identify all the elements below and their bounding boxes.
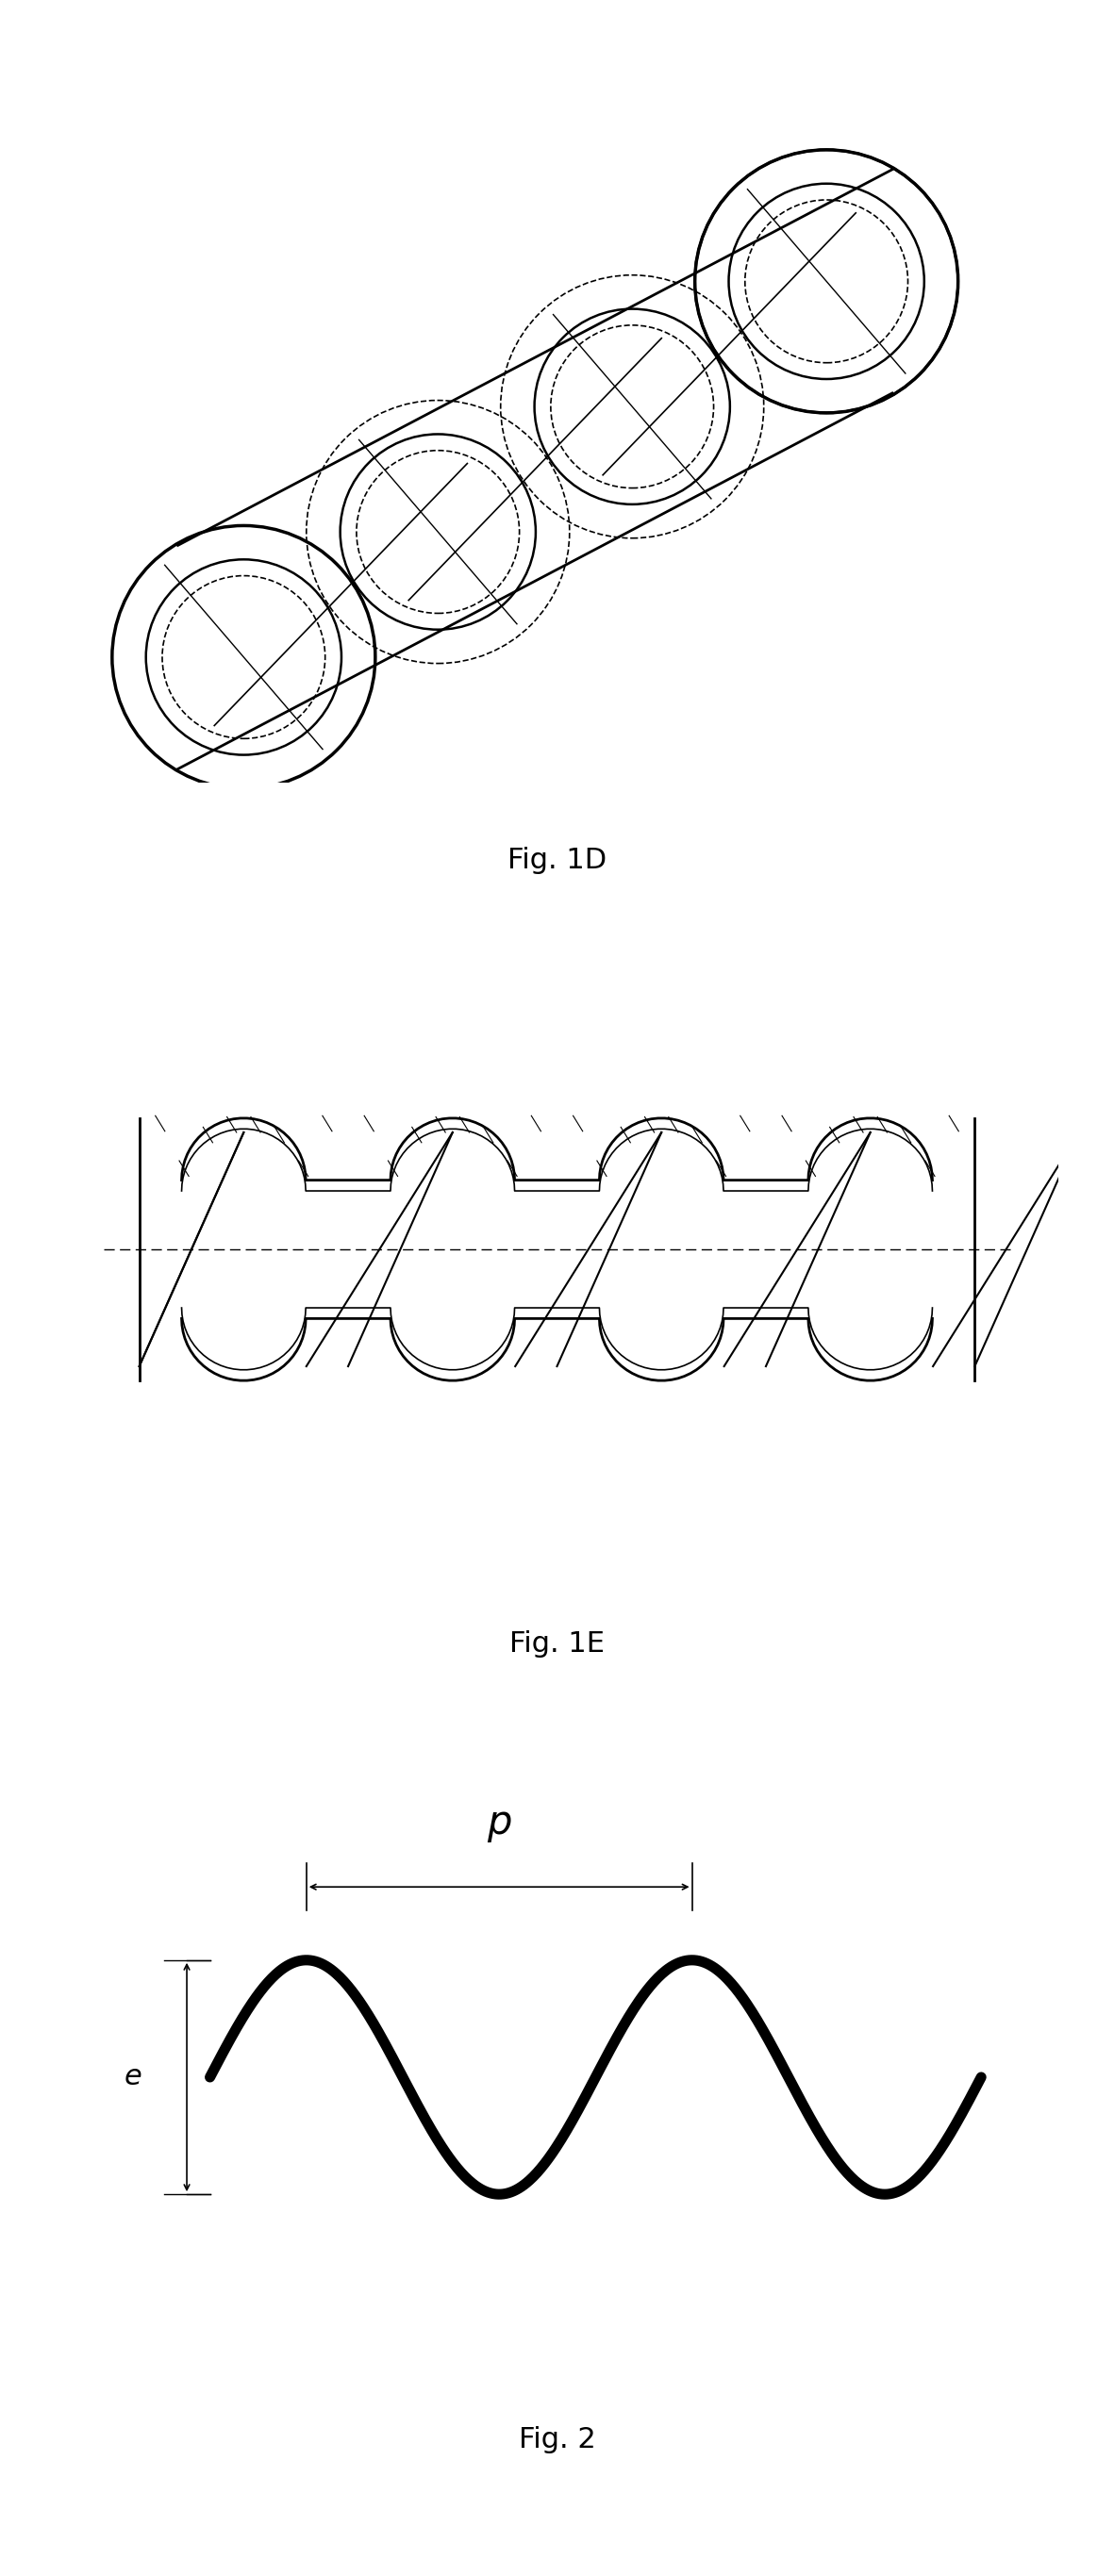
Text: Fig. 1E: Fig. 1E	[509, 1631, 605, 1656]
Text: Fig. 1D: Fig. 1D	[507, 848, 607, 873]
Text: p: p	[487, 1803, 511, 1842]
Text: e: e	[124, 2063, 141, 2092]
Text: Fig. 2: Fig. 2	[518, 2427, 596, 2452]
